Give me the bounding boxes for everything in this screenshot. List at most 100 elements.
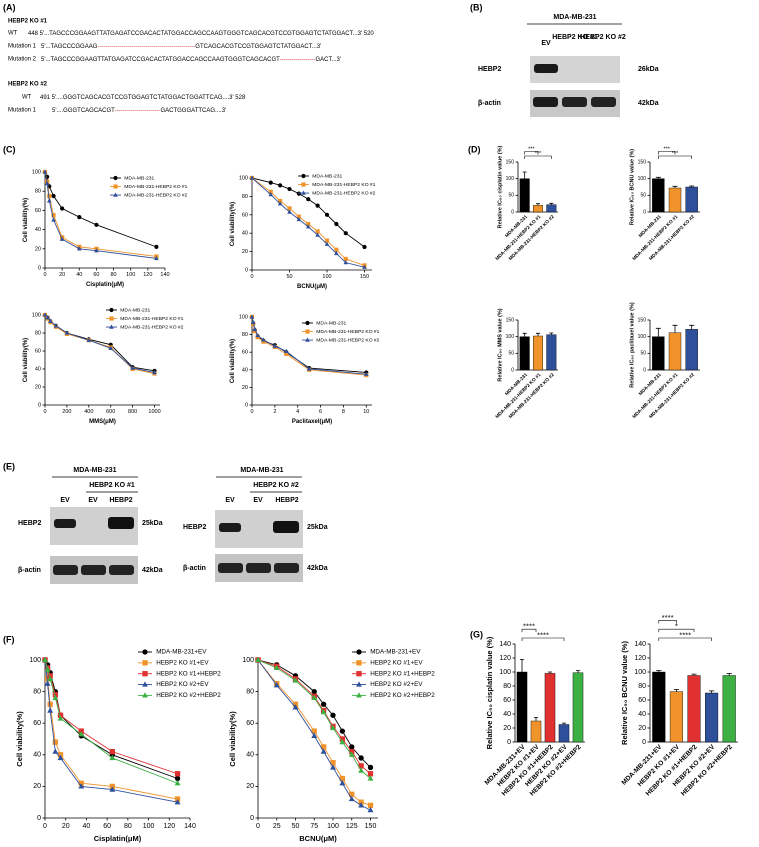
y-tick-label: 100 [638,334,647,340]
error-bar [656,670,662,672]
lane-label: HEBP2 KO #2 [580,34,626,41]
marker [59,236,65,241]
legend-label: MDA-MB-231-HEBP2 KO #2 [124,192,187,198]
marker [109,316,114,321]
y-tick-label: 140 [634,641,646,648]
marker [301,182,306,187]
x-tick-label: 40 [76,272,82,278]
y-tick-label: 0 [643,209,646,215]
series-line [44,314,155,372]
error-bar [655,327,661,337]
significance-label: * [675,622,678,631]
y-tick-label: 40 [33,752,41,759]
bar [519,336,530,371]
y-tick-label: 0 [642,739,646,746]
panel-label: (F) [3,634,15,644]
lane-label: HEBP2 KO #1 [552,34,598,41]
series-line [257,659,371,779]
legend-label: MDA-MB-231+EV [370,649,421,656]
x-tick-label: 0 [43,272,46,278]
marker [315,203,320,208]
significance-bracket [524,151,539,155]
y-axis-label: Relative IC₅₀ paclitaxel value (%) [629,302,635,388]
group-label: HEBP2 KO #1 [89,482,135,489]
marker [261,339,266,344]
x-tick-label: 40 [83,823,91,830]
cell-line: MDA-MB-231 [240,467,283,474]
marker [296,216,302,222]
x-tick-label: 150 [365,823,377,830]
marker [356,660,362,666]
bar [705,692,719,743]
marker [174,780,181,786]
bar [652,336,665,371]
legend-label: MDA-MB-231-HEBP2 KO #1 [312,182,375,188]
x-tick-label: 60 [93,272,99,278]
y-tick-label: 100 [29,657,41,664]
marker [142,692,148,698]
marker [78,783,85,789]
marker [57,754,64,761]
x-tick-label: 120 [143,272,152,278]
error-bar [672,185,678,188]
x-tick-label: 150 [360,274,369,280]
y-tick-label: 100 [32,169,41,175]
band [218,563,243,573]
row-label: HEBP2 [478,66,501,73]
sequence-panel: HEBP2 KO #1 WT 448 5'...TAGCCCGGAAGTTATG… [8,19,374,114]
size-label: 25kDa [307,524,328,531]
significance-bracket [524,155,552,159]
error-bar [549,202,554,205]
y-tick-label: 60 [242,212,248,218]
marker [358,802,365,808]
legend-label: MDA-MB-231 [316,320,346,326]
x-tick-label: 4 [296,409,299,415]
marker [109,786,116,792]
marker [306,221,311,227]
significance-bracket [658,155,692,159]
x-tick-label: 0 [256,823,260,830]
marker [330,724,336,731]
marker [255,332,261,338]
seq-label: Mutation 1 [8,44,37,50]
y-tick-label: 0 [511,367,514,373]
significance-label: **** [662,613,674,622]
band [219,523,241,532]
marker [250,319,256,324]
marker [255,656,261,663]
marker [305,329,310,334]
marker [305,320,310,326]
bar [530,720,542,743]
marker [255,335,260,340]
bar [572,672,584,743]
x-tick-label: 0 [250,409,253,415]
bar [685,186,698,213]
error-bar [547,671,553,674]
x-tick-label: 50 [292,823,300,830]
y-tick-label: 20 [242,249,248,255]
legend-label: MDA-MB-231 [124,175,154,181]
significance-label: **** [523,622,535,631]
legend-label: HEBP2 KO #2+EV [156,681,209,688]
line-chart: 0 20 40 60 80 100 Cell viability(%) 0 20 40 60 80 10… [15,649,221,843]
marker [348,751,355,757]
western-blot: MDA-MB-231 HEBP2 KO #1 EV EV HEBP2 HEBP2… [18,467,328,584]
y-tick-label: 80 [242,194,248,200]
error-bar [689,185,695,187]
panel-label: (E) [3,461,15,471]
marker [301,173,306,179]
x-tick-label: 6 [319,409,322,415]
y-tick-label: 40 [35,227,41,233]
marker [142,681,148,687]
marker [109,324,114,329]
marker [268,192,274,197]
marker [356,681,362,687]
y-tick-label: 50 [508,193,514,199]
series-line [44,659,178,803]
bar [687,675,701,743]
lane-label: EV [60,497,70,504]
error-bar [655,176,661,179]
y-tick-label: 0 [643,367,646,373]
significance-bracket [658,628,695,633]
x-axis-label: Paclitaxel(μM) [292,419,332,425]
